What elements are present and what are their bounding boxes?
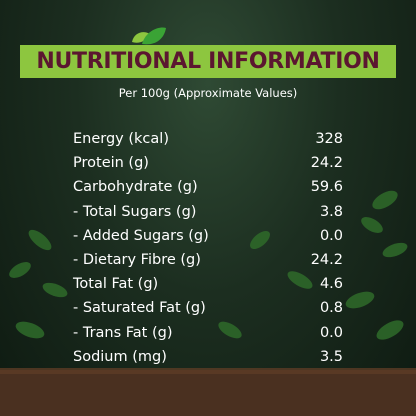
table-row: - Dietary Fibre (g) 24.2 — [73, 248, 343, 272]
table-row: Carbohydrate (g) 59.6 — [73, 175, 343, 199]
nutrient-value: 24.2 — [310, 155, 343, 172]
nutrient-label: Total Fat (g) — [73, 276, 159, 293]
nutrient-label: Carbohydrate (g) — [73, 179, 198, 196]
nutrient-label: - Saturated Fat (g) — [73, 300, 206, 317]
table-row: - Trans Fat (g) 0.0 — [73, 321, 343, 345]
nutrient-label: Energy (kcal) — [73, 131, 169, 147]
nutrient-label: - Dietary Fibre (g) — [73, 251, 201, 268]
table-row: Protein (g) 24.2 — [73, 151, 343, 175]
table-row: Total Fat (g) 4.6 — [73, 272, 343, 296]
nutrient-label: Sodium (mg) — [73, 348, 167, 365]
table-row: - Saturated Fat (g) 0.8 — [73, 296, 343, 320]
table-row: Sodium (mg) 3.5 — [73, 345, 343, 369]
nutrient-value: 3.8 — [319, 203, 343, 220]
title: NUTRITIONAL INFORMATION — [36, 49, 380, 74]
title-banner: NUTRITIONAL INFORMATION — [20, 45, 396, 78]
nutrient-value: 328 — [315, 131, 343, 147]
nutrient-label: - Total Sugars (g) — [73, 203, 197, 220]
table-row: Energy (kcal) 328 — [73, 127, 343, 151]
nutrition-table: Energy (kcal) 328 Protein (g) 24.2 Carbohydr… — [73, 127, 343, 369]
nutrient-value: 59.6 — [310, 179, 343, 196]
nutrient-value: 0.0 — [319, 227, 343, 244]
nutrient-value: 3.5 — [319, 348, 343, 365]
nutrient-value: 0.0 — [319, 324, 343, 341]
nutrient-label: Protein (g) — [73, 155, 149, 172]
nutrient-label: - Added Sugars (g) — [73, 227, 209, 244]
nutrient-value: 0.8 — [319, 300, 343, 317]
subtitle: Per 100g (Approximate Values) — [118, 86, 298, 100]
nutrient-label: - Trans Fat (g) — [73, 324, 173, 341]
nutrient-value: 4.6 — [319, 276, 343, 293]
nutrient-value: 24.2 — [310, 251, 343, 268]
table-row: - Added Sugars (g) 0.0 — [73, 224, 343, 248]
table-row: - Total Sugars (g) 3.8 — [73, 200, 343, 224]
